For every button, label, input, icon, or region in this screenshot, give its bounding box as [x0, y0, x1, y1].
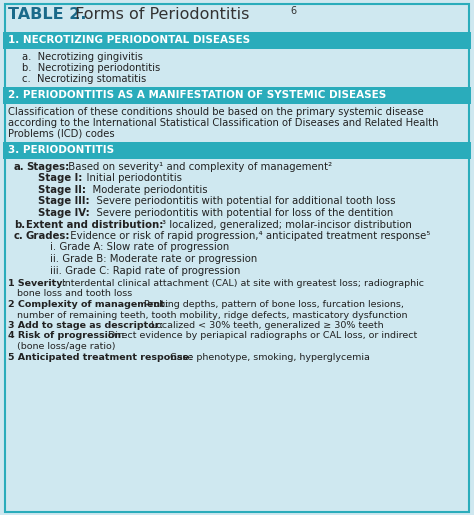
- Text: iii. Grade C: Rapid rate of progression: iii. Grade C: Rapid rate of progression: [50, 266, 240, 276]
- Text: c.  Necrotizing stomatitis: c. Necrotizing stomatitis: [22, 74, 146, 84]
- Text: Extent and distribution:: Extent and distribution:: [26, 219, 164, 230]
- Text: according to the International Statistical Classification of Diseases and Relate: according to the International Statistic…: [8, 118, 438, 128]
- Text: 5 Anticipated treatment response:: 5 Anticipated treatment response:: [8, 352, 193, 362]
- Text: ii. Grade B: Moderate rate or progression: ii. Grade B: Moderate rate or progressio…: [50, 254, 257, 264]
- Text: i. Grade A: Slow rate of progression: i. Grade A: Slow rate of progression: [50, 243, 229, 252]
- Text: Stage I:: Stage I:: [38, 174, 82, 183]
- Text: b.  Necrotizing periodontitis: b. Necrotizing periodontitis: [22, 63, 160, 73]
- Text: Stages:: Stages:: [26, 162, 69, 172]
- Text: 1 Severity:: 1 Severity:: [8, 279, 66, 288]
- Text: Localized < 30% teeth, generalized ≥ 30% teeth: Localized < 30% teeth, generalized ≥ 30%…: [148, 321, 383, 330]
- Text: b.: b.: [14, 219, 25, 230]
- Text: 2. PERIODONTITIS AS A MANIFESTATION OF SYSTEMIC DISEASES: 2. PERIODONTITIS AS A MANIFESTATION OF S…: [8, 90, 386, 100]
- Text: 2 Complexity of management:: 2 Complexity of management:: [8, 300, 168, 309]
- Text: Direct evidence by periapical radiographs or CAL loss, or indirect: Direct evidence by periapical radiograph…: [105, 332, 417, 340]
- Bar: [3, 87, 471, 104]
- Text: Stage IV:: Stage IV:: [38, 208, 90, 218]
- Text: ³ localized, generalized; molar-incisor distribution: ³ localized, generalized; molar-incisor …: [162, 219, 412, 230]
- Text: Interdental clinical attachment (CAL) at site with greatest loss; radiographic: Interdental clinical attachment (CAL) at…: [59, 279, 424, 288]
- Text: Problems (ICD) codes: Problems (ICD) codes: [8, 129, 115, 139]
- Text: 4 Risk of progression:: 4 Risk of progression:: [8, 332, 125, 340]
- Text: 1. NECROTIZING PERIODONTAL DISEASES: 1. NECROTIZING PERIODONTAL DISEASES: [8, 35, 250, 45]
- Bar: [3, 32, 471, 49]
- Text: Severe periodontitis with potential for additional tooth loss: Severe periodontitis with potential for …: [90, 197, 396, 207]
- Text: Severe periodontitis with potential for loss of the dentition: Severe periodontitis with potential for …: [90, 208, 393, 218]
- Text: 3. PERIODONTITIS: 3. PERIODONTITIS: [8, 145, 114, 155]
- Bar: [3, 142, 471, 159]
- Text: Initial periodontitis: Initial periodontitis: [80, 174, 182, 183]
- Text: Stage III:: Stage III:: [38, 197, 90, 207]
- Text: Evidence or risk of rapid progression,⁴ anticipated treatment response⁵: Evidence or risk of rapid progression,⁴ …: [67, 231, 430, 241]
- Text: Probing depths, pattern of bone loss, furcation lesions,: Probing depths, pattern of bone loss, fu…: [141, 300, 404, 309]
- Text: Forms of Periodontitis: Forms of Periodontitis: [70, 7, 249, 22]
- Text: Grades:: Grades:: [26, 231, 71, 241]
- Text: number of remaining teeth, tooth mobility, ridge defects, masticatory dysfunctio: number of remaining teeth, tooth mobilit…: [8, 311, 408, 319]
- Text: c.: c.: [14, 231, 24, 241]
- Text: 6: 6: [290, 6, 296, 16]
- Text: a.: a.: [14, 162, 25, 172]
- Text: Classification of these conditions should be based on the primary systemic disea: Classification of these conditions shoul…: [8, 107, 424, 117]
- Text: a.  Necrotizing gingivitis: a. Necrotizing gingivitis: [22, 52, 143, 62]
- Text: (bone loss/age ratio): (bone loss/age ratio): [8, 342, 116, 351]
- Text: bone loss and tooth loss: bone loss and tooth loss: [8, 289, 132, 299]
- Text: Moderate periodontitis: Moderate periodontitis: [86, 185, 208, 195]
- Text: Stage II:: Stage II:: [38, 185, 86, 195]
- Text: Based on severity¹ and complexity of management²: Based on severity¹ and complexity of man…: [65, 162, 332, 172]
- Text: 3 Add to stage as descriptor:: 3 Add to stage as descriptor:: [8, 321, 163, 330]
- Text: TABLE 2.: TABLE 2.: [8, 7, 86, 22]
- Text: Case phenotype, smoking, hyperglycemia: Case phenotype, smoking, hyperglycemia: [167, 352, 370, 362]
